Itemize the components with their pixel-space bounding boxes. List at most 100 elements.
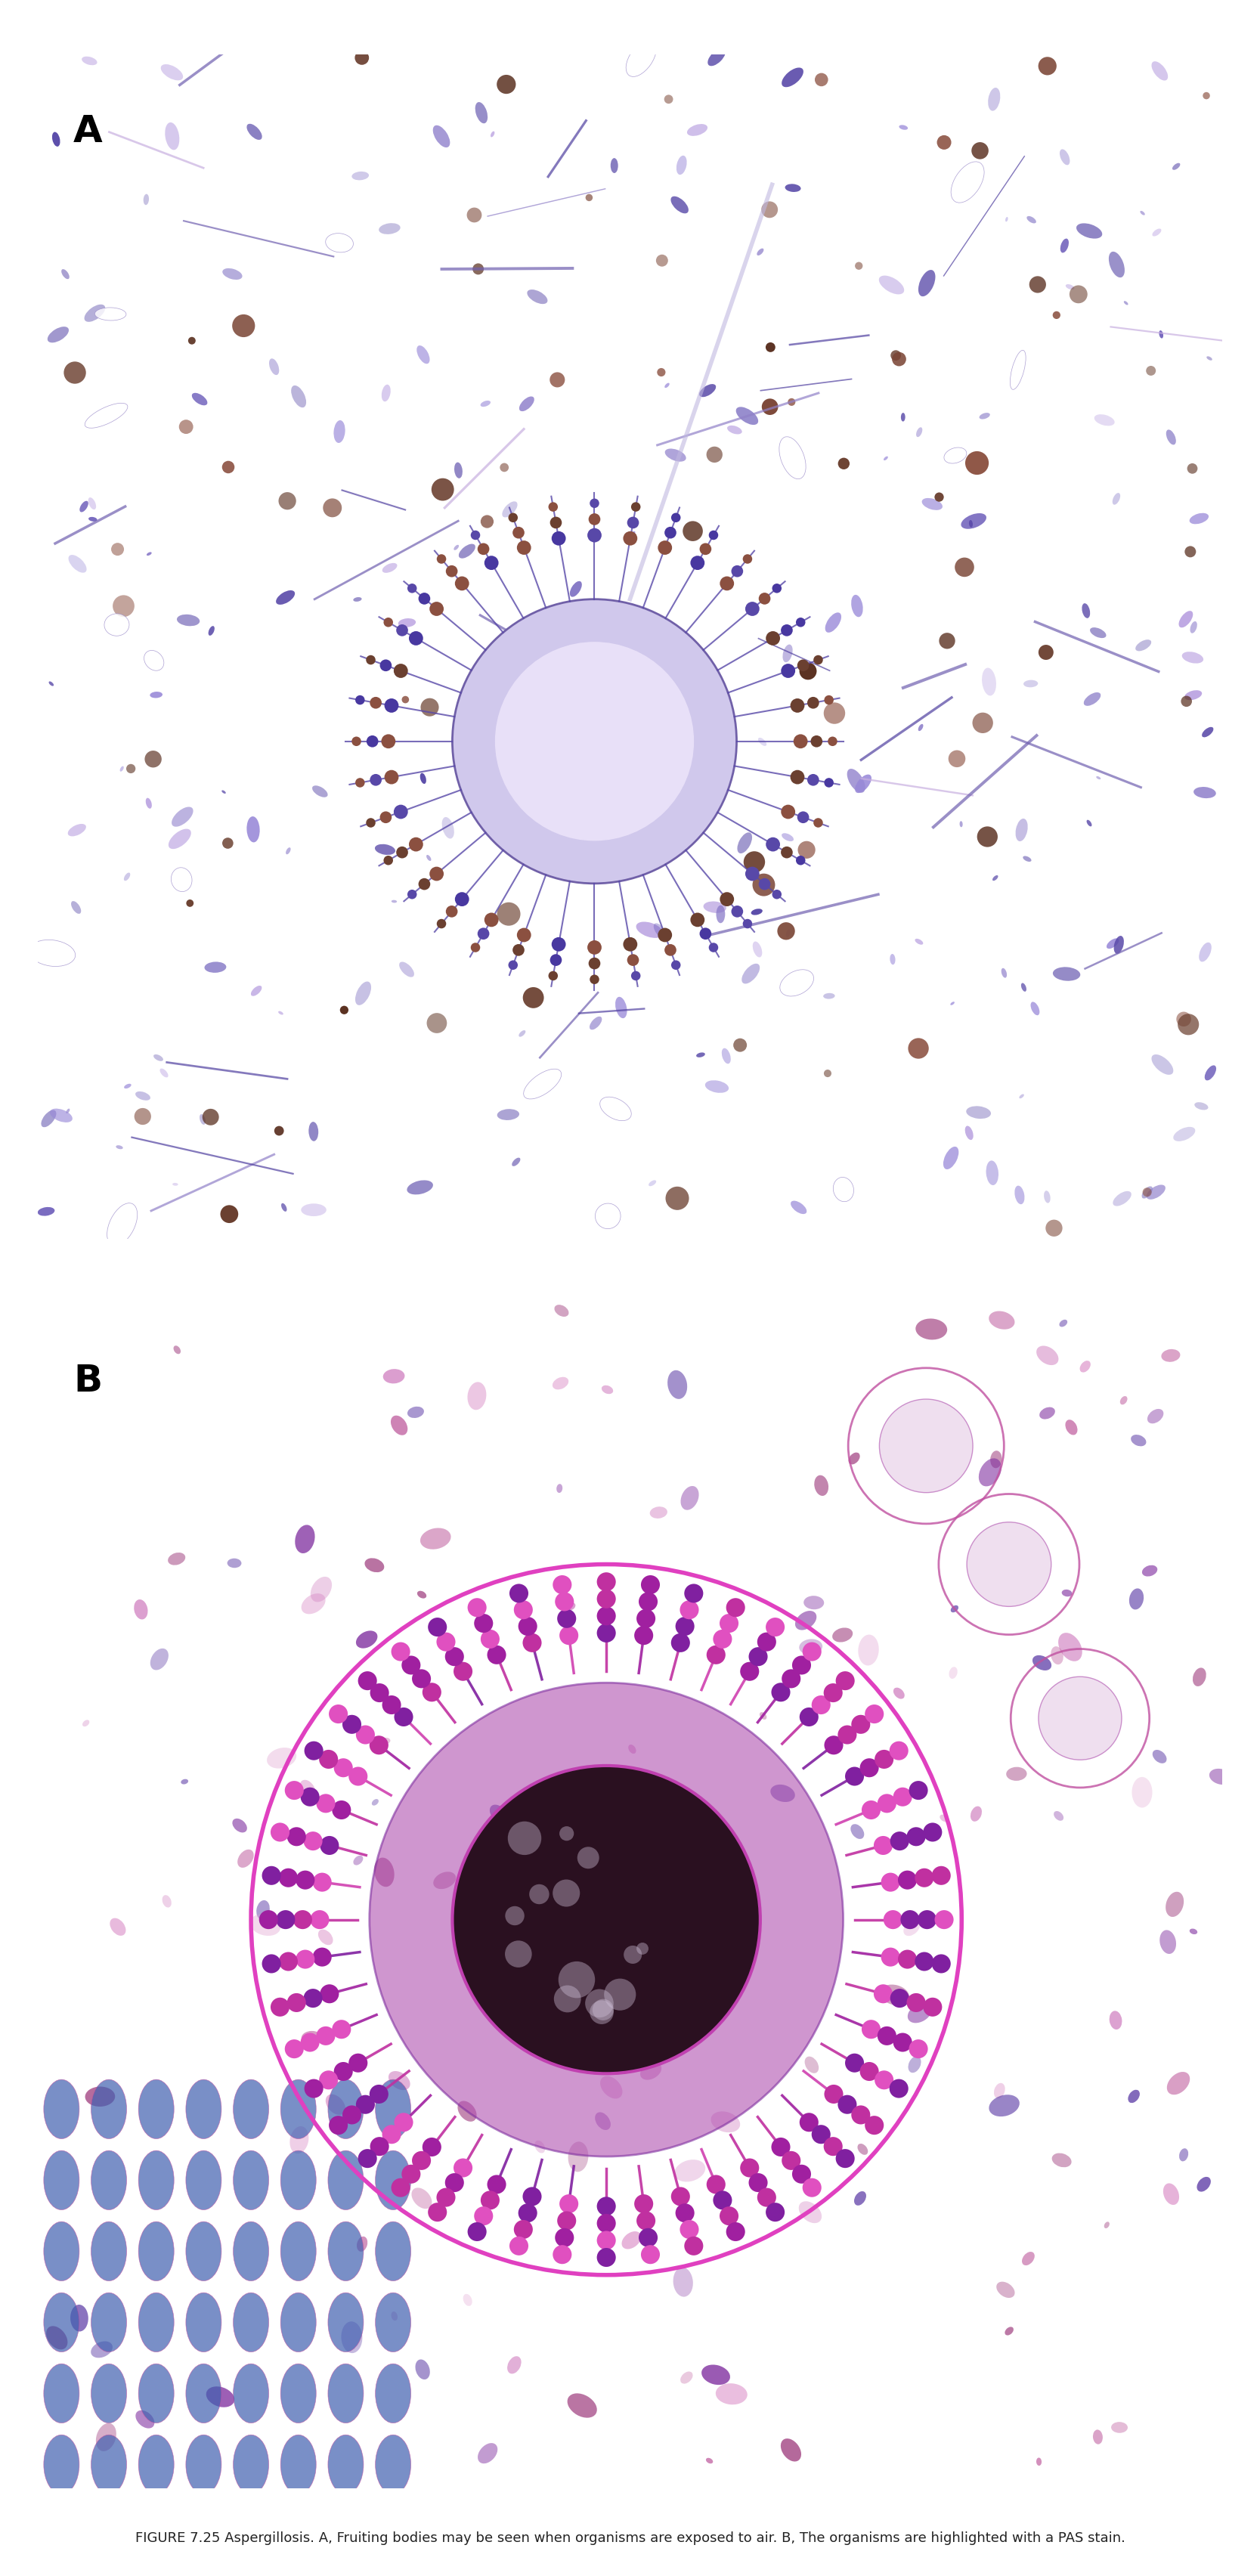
Circle shape bbox=[835, 1672, 854, 1690]
Circle shape bbox=[323, 497, 341, 518]
Ellipse shape bbox=[708, 49, 726, 67]
Ellipse shape bbox=[1189, 513, 1208, 523]
Ellipse shape bbox=[1114, 935, 1124, 953]
Ellipse shape bbox=[1031, 1002, 1040, 1015]
Ellipse shape bbox=[233, 2151, 268, 2210]
Ellipse shape bbox=[123, 1084, 131, 1090]
Circle shape bbox=[824, 1069, 832, 1077]
Circle shape bbox=[285, 2040, 304, 2058]
Ellipse shape bbox=[847, 768, 866, 793]
Ellipse shape bbox=[66, 1108, 69, 1113]
Circle shape bbox=[939, 634, 955, 649]
Circle shape bbox=[709, 943, 718, 953]
Circle shape bbox=[369, 1736, 388, 1754]
Ellipse shape bbox=[629, 1744, 636, 1754]
Ellipse shape bbox=[879, 1984, 910, 2004]
Ellipse shape bbox=[626, 39, 656, 77]
Ellipse shape bbox=[328, 2079, 364, 2138]
Ellipse shape bbox=[233, 2365, 268, 2424]
Circle shape bbox=[179, 420, 193, 433]
Circle shape bbox=[379, 659, 392, 672]
Circle shape bbox=[790, 770, 805, 783]
Circle shape bbox=[879, 1399, 973, 1492]
Ellipse shape bbox=[1166, 1891, 1184, 1917]
Ellipse shape bbox=[969, 520, 973, 528]
Circle shape bbox=[707, 1646, 726, 1664]
Circle shape bbox=[319, 1749, 338, 1770]
Ellipse shape bbox=[256, 1901, 270, 1919]
Ellipse shape bbox=[173, 1182, 178, 1185]
Ellipse shape bbox=[433, 1873, 456, 1888]
Circle shape bbox=[898, 1870, 917, 1888]
Ellipse shape bbox=[990, 1450, 1002, 1468]
Ellipse shape bbox=[44, 2079, 79, 2138]
Ellipse shape bbox=[237, 1850, 253, 1868]
Ellipse shape bbox=[1194, 1103, 1208, 1110]
Ellipse shape bbox=[328, 2221, 364, 2280]
Ellipse shape bbox=[1162, 1350, 1181, 1363]
Ellipse shape bbox=[883, 456, 888, 461]
Ellipse shape bbox=[1109, 2012, 1121, 2030]
Circle shape bbox=[488, 2174, 507, 2195]
Ellipse shape bbox=[949, 1667, 958, 1680]
Circle shape bbox=[636, 1942, 649, 1955]
Circle shape bbox=[480, 2190, 499, 2210]
Ellipse shape bbox=[1086, 819, 1092, 827]
Ellipse shape bbox=[858, 1636, 878, 1667]
Ellipse shape bbox=[186, 2151, 222, 2210]
Circle shape bbox=[597, 1607, 616, 1625]
Circle shape bbox=[126, 765, 136, 773]
Ellipse shape bbox=[601, 1386, 614, 1394]
Circle shape bbox=[412, 2151, 431, 2169]
Ellipse shape bbox=[88, 497, 96, 510]
Ellipse shape bbox=[951, 1605, 959, 1613]
Circle shape bbox=[1187, 464, 1197, 474]
Ellipse shape bbox=[325, 2094, 345, 2115]
Ellipse shape bbox=[654, 922, 665, 938]
Ellipse shape bbox=[988, 88, 1000, 111]
Ellipse shape bbox=[186, 2293, 222, 2352]
Circle shape bbox=[410, 631, 423, 647]
Ellipse shape bbox=[1104, 2221, 1110, 2228]
Ellipse shape bbox=[508, 2357, 522, 2372]
Ellipse shape bbox=[989, 2094, 1019, 2117]
Circle shape bbox=[355, 1726, 375, 1744]
Circle shape bbox=[480, 1631, 499, 1649]
Circle shape bbox=[508, 1821, 542, 1855]
Ellipse shape bbox=[780, 969, 814, 997]
Ellipse shape bbox=[1019, 1095, 1024, 1097]
Ellipse shape bbox=[68, 824, 86, 837]
Circle shape bbox=[924, 1996, 942, 2017]
Ellipse shape bbox=[123, 873, 130, 881]
Ellipse shape bbox=[504, 665, 524, 675]
Ellipse shape bbox=[48, 327, 69, 343]
Circle shape bbox=[781, 2151, 800, 2169]
Circle shape bbox=[726, 2223, 745, 2241]
Circle shape bbox=[382, 734, 396, 750]
Ellipse shape bbox=[355, 981, 372, 1005]
Ellipse shape bbox=[186, 2365, 222, 2424]
Circle shape bbox=[814, 654, 823, 665]
Circle shape bbox=[301, 1788, 320, 1806]
Ellipse shape bbox=[916, 428, 922, 438]
Ellipse shape bbox=[135, 1092, 150, 1100]
Ellipse shape bbox=[301, 2030, 323, 2045]
Circle shape bbox=[552, 938, 566, 951]
Ellipse shape bbox=[364, 1558, 384, 1571]
Ellipse shape bbox=[854, 2192, 866, 2205]
Circle shape bbox=[877, 2027, 896, 2045]
Ellipse shape bbox=[1166, 430, 1176, 446]
Ellipse shape bbox=[680, 1965, 696, 1976]
Circle shape bbox=[402, 2164, 421, 2184]
Ellipse shape bbox=[233, 2221, 268, 2280]
Circle shape bbox=[592, 1999, 614, 2020]
Ellipse shape bbox=[44, 2434, 79, 2494]
Circle shape bbox=[445, 2174, 464, 2192]
Circle shape bbox=[639, 1592, 658, 1610]
Ellipse shape bbox=[890, 953, 896, 963]
Ellipse shape bbox=[1152, 1054, 1173, 1074]
Ellipse shape bbox=[1032, 1656, 1052, 1669]
Circle shape bbox=[976, 827, 998, 848]
Circle shape bbox=[824, 1736, 843, 1754]
Circle shape bbox=[505, 1940, 532, 1968]
